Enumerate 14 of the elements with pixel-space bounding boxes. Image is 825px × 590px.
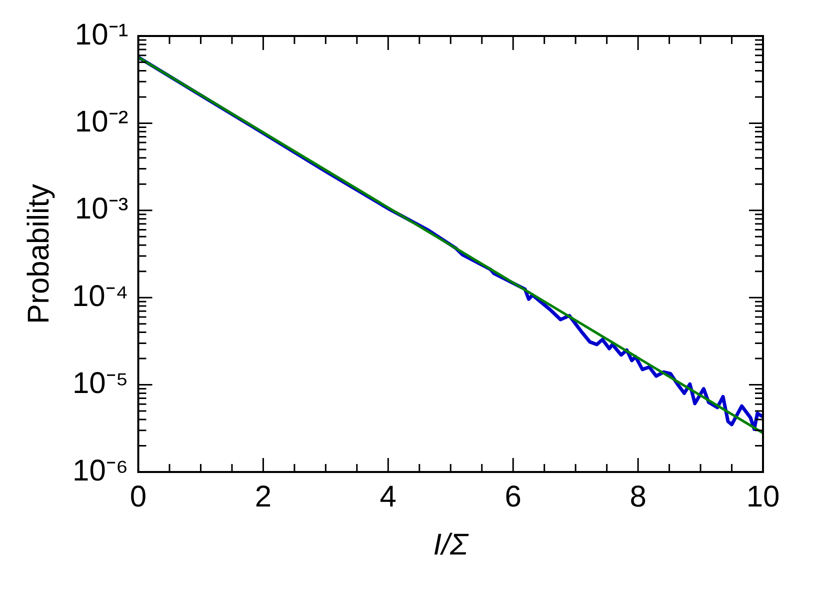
x-tick-label: 6 bbox=[504, 480, 522, 514]
x-tick-label: 0 bbox=[130, 480, 147, 514]
x-tick-label: 10 bbox=[746, 480, 780, 514]
y-tick-label: 10⁻³ bbox=[74, 192, 128, 226]
y-tick-label: 10⁻⁶ bbox=[72, 454, 128, 488]
x-axis-title: I/Σ bbox=[433, 528, 469, 562]
x-tick-label: 8 bbox=[630, 480, 646, 514]
y-tick-label: 10⁻¹ bbox=[74, 18, 128, 52]
x-tick-label: 2 bbox=[254, 480, 272, 514]
y-tick-label: 10⁻² bbox=[74, 105, 128, 138]
y-axis-title: Probability bbox=[22, 184, 56, 324]
y-tick-label: 10⁻⁴ bbox=[72, 280, 128, 313]
x-tick-label: 4 bbox=[380, 480, 396, 514]
y-tick-label: 10⁻⁵ bbox=[72, 367, 128, 400]
